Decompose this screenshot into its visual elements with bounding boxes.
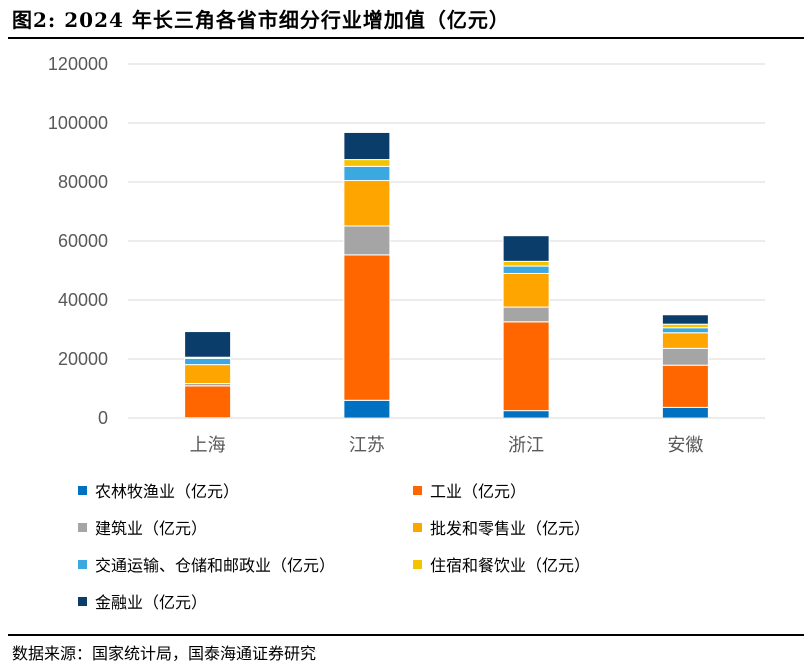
legend-item: 农林牧渔业（亿元） [78,478,239,502]
y-tick-label: 100000 [48,113,108,133]
bar-segment [502,306,550,323]
bar-segment [343,180,391,227]
bar-segment [502,410,550,419]
source-rule [8,634,804,636]
legend-swatch [413,485,422,495]
bar-segment [343,399,391,419]
legend-item: 批发和零售业（亿元） [413,515,590,539]
bar-segment [661,364,709,408]
legend-swatch [78,559,87,569]
bar-segment [343,131,391,161]
legend-swatch [413,522,422,532]
bar-segment [661,314,709,325]
legend-item: 金融业（亿元） [78,589,207,613]
legend-label: 金融业（亿元） [95,593,208,612]
title-rule [8,37,804,39]
y-axis: 0 20000 40000 60000 80000 100000 120000 [48,54,108,428]
bar-segment [661,406,709,419]
bar-segment [343,225,391,256]
bar-segment [343,254,391,401]
legend-label: 建筑业（亿元） [95,519,208,538]
legend-label: 工业（亿元） [430,482,527,501]
bar-segment [661,332,709,349]
legend-swatch [78,485,87,495]
x-tick-label: 浙江 [508,435,544,456]
y-tick-label: 20000 [58,349,108,369]
y-tick-label: 40000 [58,290,108,310]
y-tick-label: 60000 [58,231,108,251]
legend-item: 交通运输、仓储和邮政业（亿元） [78,552,335,576]
bar-stack-0 [184,331,232,419]
bar-stack-2 [502,235,550,419]
x-tick-label: 安徽 [667,435,703,456]
legend-item: 工业（亿元） [413,478,526,502]
gridlines [128,63,765,360]
legend-label: 住宿和餐饮业（亿元） [430,556,591,575]
bar-segment [184,364,232,384]
legend-item: 住宿和餐饮业（亿元） [413,552,590,576]
data-source: 数据来源：国家统计局，国泰海通证券研究 [12,644,317,663]
x-tick-label: 江苏 [349,435,385,456]
x-axis: 上海 江苏 浙江 安徽 [128,417,765,456]
bar-segment [661,347,709,366]
bar-segment [661,327,709,334]
bar-segment [343,165,391,182]
bar-segment [184,331,232,358]
bar-segment [184,385,232,419]
bar-segment [502,265,550,274]
y-tick-label: 0 [98,408,108,428]
legend-label: 交通运输、仓储和邮政业（亿元） [95,556,336,575]
legend-item: 建筑业（亿元） [78,515,207,539]
legend-label: 农林牧渔业（亿元） [95,482,240,501]
bar-segment [502,321,550,412]
bar-segment [661,323,709,329]
y-tick-label: 120000 [48,54,108,74]
legend-swatch [78,522,87,532]
x-tick-label: 上海 [190,435,226,456]
y-tick-label: 80000 [58,172,108,192]
legend-swatch [413,559,422,569]
bar-segment [502,260,550,267]
bar-segment [184,357,232,366]
bar-segment [502,272,550,308]
stacked-bar-chart: 0 20000 40000 60000 80000 100000 120000 上海 江苏 浙江… [48,54,765,456]
bar-stacks [184,131,709,419]
legend-label: 批发和零售业（亿元） [430,519,591,538]
legend-swatch [78,596,87,606]
bar-stack-3 [661,314,709,419]
bar-stack-1 [343,131,391,419]
figure-title: 图2: 2024 年长三角各省市细分行业增加值（亿元） [12,8,510,32]
bar-segment [343,159,391,167]
bar-segment [502,235,550,262]
